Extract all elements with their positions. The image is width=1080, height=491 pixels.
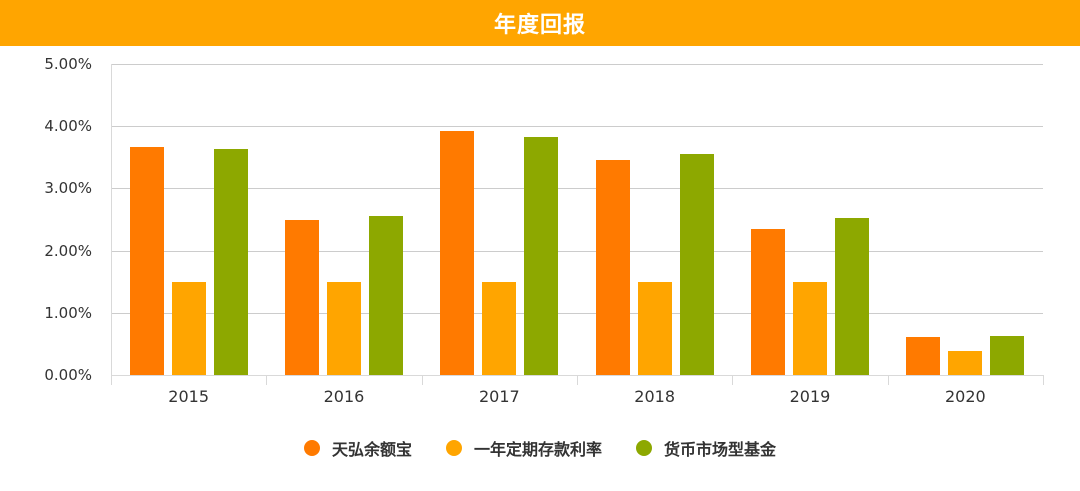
- bar-2015-series-1: [171, 281, 206, 375]
- legend-label: 货币市场型基金: [664, 440, 777, 459]
- legend-item: 货币市场型基金: [636, 436, 776, 460]
- legend-label: 一年定期存款利率: [473, 440, 602, 459]
- bar-2020-series-2: [990, 336, 1025, 375]
- bar-2018-series-1: [637, 281, 672, 375]
- bar-2018-series-2: [679, 153, 714, 375]
- bar-2020-series-1: [948, 350, 983, 375]
- bar-2020-series-0: [906, 337, 941, 375]
- y-tick-label: 3.00%: [44, 179, 92, 198]
- bar-2016-series-0: [285, 219, 319, 375]
- bar-2017-series-0: [440, 131, 475, 375]
- bar-2016-series-2: [369, 216, 403, 375]
- x-tick-label: 2018: [634, 387, 676, 406]
- y-tick-label: 5.00%: [44, 55, 92, 73]
- legend-item: 一年定期存款利率: [445, 436, 602, 460]
- x-tick: [1043, 375, 1044, 385]
- x-tick: [577, 375, 578, 385]
- x-tick: [421, 375, 423, 385]
- y-axis-line: [111, 64, 112, 375]
- bar-2017-series-1: [482, 281, 517, 375]
- bar-2015-series-0: [129, 147, 164, 375]
- legend-item: 天弘余额宝: [303, 436, 412, 460]
- legend-dot-icon: [636, 440, 652, 456]
- chart-title: 年度回报: [493, 13, 586, 38]
- bar-2015-series-2: [213, 148, 248, 375]
- x-tick: [887, 375, 889, 385]
- legend: 天弘余额宝 一年定期存款利率 货币市场型基金: [0, 436, 1080, 460]
- gridline: [111, 312, 1043, 314]
- x-tick: [111, 375, 112, 385]
- x-tick: [732, 375, 734, 385]
- legend-dot-icon: [445, 440, 462, 456]
- y-tick-label: 1.00%: [44, 303, 92, 322]
- bar-2016-series-1: [327, 281, 361, 375]
- x-tick-label: 2015: [168, 387, 210, 406]
- legend-dot-icon: [303, 440, 320, 456]
- gridline: [111, 64, 1043, 65]
- x-tick-label: 2017: [478, 387, 520, 406]
- gridline: [111, 250, 1043, 252]
- legend-label: 天弘余额宝: [331, 440, 412, 459]
- y-tick-label: 0.00%: [44, 366, 92, 384]
- bar-2019-series-2: [835, 218, 869, 375]
- bar-2018-series-0: [595, 159, 630, 375]
- chart-header: 年度回报: [0, 0, 1080, 46]
- x-tick-label: 2020: [944, 387, 986, 406]
- bar-2017-series-2: [524, 137, 559, 375]
- y-tick-label: 4.00%: [44, 117, 92, 136]
- x-tick-label: 2019: [789, 387, 831, 406]
- bar-chart: 0.00% 1.00% 2.00% 3.00% 4.00% 5.00% 2015 2016 2…: [0, 46, 1080, 491]
- x-tick-label: 2016: [323, 387, 365, 406]
- bar-2019-series-0: [751, 228, 785, 375]
- gridline: [111, 188, 1043, 190]
- y-tick-label: 2.00%: [44, 241, 92, 260]
- x-tick: [266, 375, 268, 385]
- gridline: [111, 126, 1043, 128]
- bar-2019-series-1: [793, 281, 827, 375]
